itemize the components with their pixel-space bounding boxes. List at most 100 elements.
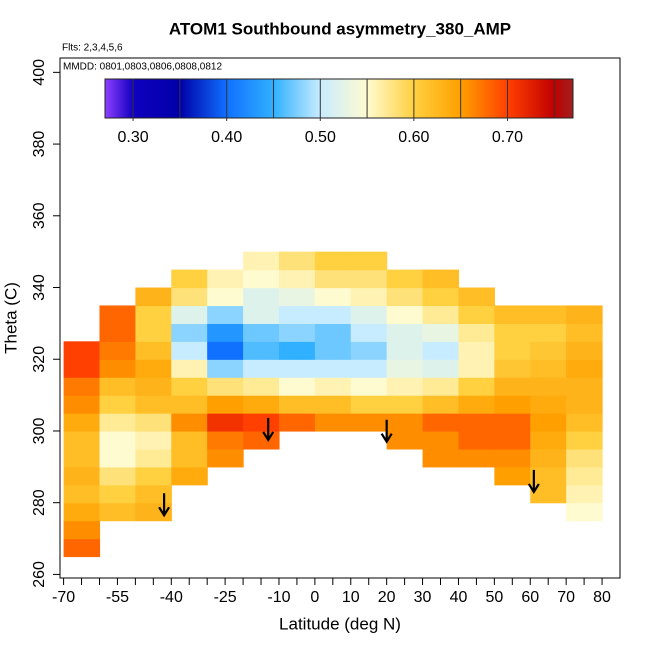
heatmap-cell (566, 502, 603, 522)
heatmap-cell (530, 395, 567, 414)
heatmap-cell (243, 395, 280, 414)
chart-title: ATOM1 Southbound asymmetry_380_AMP (169, 19, 511, 38)
heatmap-cell (458, 430, 495, 450)
heatmap-cell (135, 484, 172, 504)
heatmap-cell (530, 377, 567, 396)
y-axis-label: Theta (C) (1, 282, 20, 354)
heatmap-cell (63, 520, 101, 540)
heatmap-cell (566, 466, 603, 486)
heatmap-cell (278, 341, 316, 360)
heatmap-cell (314, 341, 352, 360)
heatmap-cell (314, 395, 352, 414)
heatmap-cell (314, 413, 352, 432)
heatmap-cell (422, 413, 460, 432)
heatmap-cell (135, 323, 172, 342)
heatmap-cell (171, 359, 208, 378)
heatmap-cell (458, 305, 495, 324)
heatmap-cell (171, 430, 208, 450)
heatmap-cell (314, 359, 352, 378)
heatmap-cell (278, 377, 316, 396)
heatmap-cell (530, 413, 567, 432)
heatmap-cell (494, 413, 531, 432)
x-tick-label: 20 (378, 589, 396, 606)
heatmap-cell (63, 413, 101, 432)
heatmap-cell (530, 430, 567, 450)
heatmap-cell (350, 341, 388, 360)
heatmap-cell (350, 413, 388, 432)
heatmap-cell (135, 305, 172, 324)
heatmap-cell (207, 377, 244, 396)
heatmap-cell (171, 448, 208, 468)
heatmap-cell (278, 413, 316, 432)
heatmap-cell (171, 341, 208, 360)
heatmap-cell (350, 251, 388, 271)
heatmap-cell (314, 287, 352, 307)
heatmap-cell (458, 395, 495, 414)
x-tick-label: 80 (593, 589, 611, 606)
heatmap-cell (530, 484, 567, 504)
heatmap-cell (350, 395, 388, 414)
heatmap-cell (243, 323, 280, 342)
heatmap-cell (494, 323, 531, 342)
heatmap-cell (243, 251, 280, 271)
heatmap-cell (99, 323, 136, 342)
heatmap-cell (314, 305, 352, 324)
heatmap-cell (350, 287, 388, 307)
heatmap-cell (494, 466, 531, 486)
heatmap-cell (458, 341, 495, 360)
heatmap-cell (135, 287, 172, 307)
heatmap-cell (135, 502, 172, 522)
colorbar-tick-label: 0.50 (305, 129, 336, 146)
colorbar-tick-label: 0.40 (211, 129, 242, 146)
heatmap-cell (530, 323, 567, 342)
heatmap-cell (63, 359, 101, 378)
heatmap-cell (243, 377, 280, 396)
heatmap-cell (99, 484, 136, 504)
heatmap-cell (422, 305, 460, 324)
heatmap-cell (422, 341, 460, 360)
heatmap-cell (99, 395, 136, 414)
heatmap-cell (278, 287, 316, 307)
heatmap-cell (278, 395, 316, 414)
heatmap-cell (458, 287, 495, 307)
heatmap-cell (458, 359, 495, 378)
heatmap-cell (171, 466, 208, 486)
heatmap-cell (350, 359, 388, 378)
colorbar (104, 78, 574, 119)
heatmap-cell (386, 430, 424, 450)
heatmap-cell (135, 413, 172, 432)
heatmap-cell (207, 430, 244, 450)
heatmap-cell (314, 323, 352, 342)
x-axis-label: Latitude (deg N) (279, 614, 401, 633)
x-tick-label: -55 (106, 589, 129, 606)
heatmap-cell (530, 305, 567, 324)
x-tick-label: 10 (342, 589, 360, 606)
x-tick-label: 60 (521, 589, 539, 606)
heatmap (63, 251, 603, 558)
heatmap-cell (135, 359, 172, 378)
y-tick-label: 360 (31, 202, 48, 229)
x-tick-label: -25 (214, 589, 237, 606)
heatmap-cell (99, 359, 136, 378)
heatmap-cell (386, 377, 424, 396)
heatmap-cell (530, 466, 567, 486)
tropopause-arrow (158, 493, 171, 518)
heatmap-cell (135, 395, 172, 414)
heatmap-cell (350, 305, 388, 324)
heatmap-cell (207, 359, 244, 378)
heatmap-cell (171, 305, 208, 324)
heatmap-cell (99, 466, 136, 486)
heatmap-cell (63, 484, 101, 504)
x-tick-label: -40 (160, 589, 183, 606)
heatmap-cell (135, 341, 172, 360)
heatmap-cell (386, 305, 424, 324)
heatmap-cell (171, 323, 208, 342)
heatmap-cell (566, 484, 603, 504)
heatmap-cell (386, 323, 424, 342)
heatmap-cell (422, 430, 460, 450)
x-tick-label: 0 (310, 589, 319, 606)
heatmap-cell (63, 395, 101, 414)
heatmap-cell (243, 305, 280, 324)
heatmap-cell (243, 341, 280, 360)
